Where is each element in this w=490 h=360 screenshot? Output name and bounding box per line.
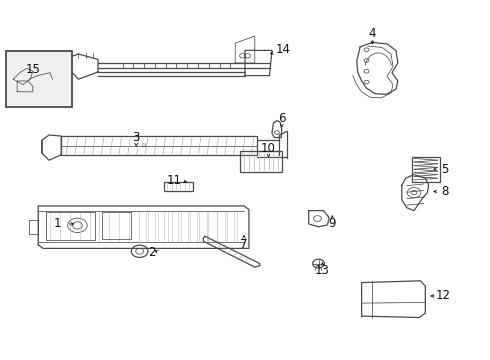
Bar — [164, 182, 193, 191]
Text: 11: 11 — [167, 174, 181, 187]
Bar — [61, 136, 257, 155]
Text: 8: 8 — [441, 185, 449, 198]
Text: 4: 4 — [368, 27, 376, 40]
Bar — [102, 212, 131, 239]
Bar — [412, 157, 440, 182]
Text: 14: 14 — [276, 43, 291, 56]
Text: 12: 12 — [436, 289, 451, 302]
Text: 6: 6 — [278, 112, 286, 125]
Bar — [240, 151, 282, 172]
Text: 5: 5 — [441, 163, 449, 176]
Text: 13: 13 — [315, 264, 330, 277]
Text: 2: 2 — [148, 246, 156, 259]
Text: 7: 7 — [240, 238, 248, 251]
Text: 3: 3 — [132, 131, 140, 144]
Bar — [6, 51, 72, 107]
Bar — [46, 212, 95, 240]
Text: 1: 1 — [54, 217, 62, 230]
Text: u: u — [141, 142, 146, 148]
Text: 10: 10 — [261, 142, 276, 155]
Text: 9: 9 — [328, 217, 336, 230]
Text: 15: 15 — [26, 63, 41, 76]
